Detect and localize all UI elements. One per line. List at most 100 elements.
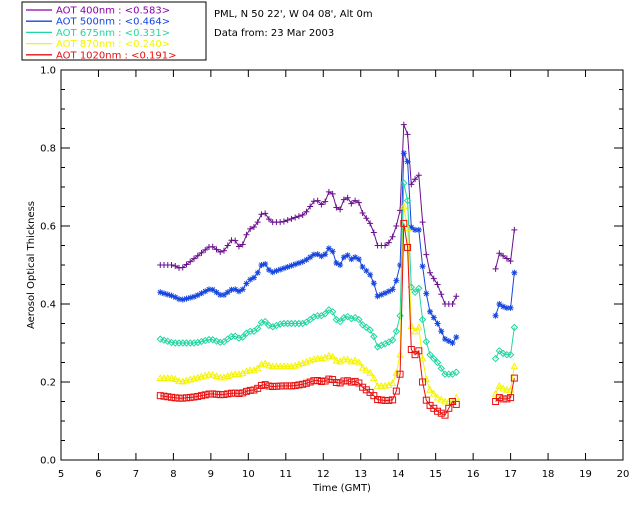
y-tick-label: 0.0 xyxy=(40,456,56,467)
data-point xyxy=(332,356,341,364)
data-point xyxy=(261,381,269,389)
data-point xyxy=(453,334,460,341)
data-point xyxy=(201,391,209,399)
data-point xyxy=(328,308,337,316)
data-point xyxy=(198,290,205,297)
data-point xyxy=(329,248,336,255)
data-point xyxy=(172,294,179,301)
data-point xyxy=(322,251,329,258)
data-point xyxy=(160,392,168,400)
data-point xyxy=(160,336,168,344)
data-point xyxy=(272,362,281,370)
data-point xyxy=(400,179,408,187)
data-point xyxy=(306,378,314,386)
data-point xyxy=(205,390,213,398)
data-point xyxy=(261,359,270,367)
data-point xyxy=(370,392,378,400)
data-point xyxy=(243,280,250,287)
data-point xyxy=(358,363,367,371)
data-point xyxy=(400,150,407,157)
data-point xyxy=(242,387,250,395)
data-point xyxy=(227,389,235,397)
data-point xyxy=(258,262,265,268)
data-point xyxy=(352,254,359,261)
data-point xyxy=(423,251,430,258)
data-point xyxy=(310,198,317,205)
data-point xyxy=(292,214,299,221)
data-point xyxy=(441,411,449,419)
data-point xyxy=(216,338,224,347)
data-point xyxy=(438,328,445,335)
data-point xyxy=(500,303,507,310)
data-point xyxy=(179,264,186,271)
data-point xyxy=(492,312,499,319)
data-point xyxy=(168,393,176,401)
series-line xyxy=(160,152,457,344)
data-point xyxy=(231,370,240,378)
data-point xyxy=(243,231,250,238)
data-point xyxy=(355,358,363,366)
data-point xyxy=(246,386,254,394)
data-point xyxy=(321,310,329,318)
data-point xyxy=(239,241,246,248)
data-point xyxy=(265,382,273,390)
data-point xyxy=(187,294,194,301)
data-point xyxy=(392,387,400,395)
data-point xyxy=(411,351,419,359)
data-point xyxy=(322,198,329,205)
data-point xyxy=(247,276,254,283)
data-point xyxy=(393,277,400,284)
data-point xyxy=(433,393,442,401)
data-point xyxy=(287,382,295,390)
data-point xyxy=(441,397,449,405)
data-point xyxy=(280,382,288,390)
data-point xyxy=(212,337,221,345)
data-point xyxy=(492,398,500,405)
data-point xyxy=(333,260,340,267)
data-point xyxy=(430,275,437,282)
data-point xyxy=(283,362,292,370)
data-point xyxy=(427,269,434,276)
data-point xyxy=(507,394,515,402)
data-point xyxy=(217,249,224,255)
data-point xyxy=(187,258,194,265)
series-line xyxy=(160,124,457,305)
data-point xyxy=(348,200,355,207)
data-point xyxy=(172,262,179,269)
data-point xyxy=(374,293,381,300)
data-point xyxy=(404,131,411,138)
data-point xyxy=(276,382,284,390)
data-point xyxy=(156,374,165,381)
data-point xyxy=(340,355,348,363)
data-point xyxy=(164,291,171,298)
data-point xyxy=(265,266,272,273)
data-point xyxy=(276,320,284,328)
data-point xyxy=(232,286,239,293)
data-point xyxy=(348,256,355,263)
data-point xyxy=(314,377,322,385)
data-point xyxy=(164,337,172,346)
x-tick-label: 13 xyxy=(354,469,367,480)
data-point xyxy=(265,216,272,223)
data-point xyxy=(254,219,261,226)
x-tick-label: 10 xyxy=(242,469,255,480)
data-point xyxy=(213,289,220,296)
data-point xyxy=(347,314,356,323)
data-point xyxy=(171,394,179,402)
data-point xyxy=(412,226,419,233)
data-point xyxy=(231,332,239,340)
data-point xyxy=(351,377,359,385)
data-point xyxy=(269,269,276,276)
data-point xyxy=(194,252,201,259)
data-point xyxy=(284,382,292,390)
data-point xyxy=(373,381,382,389)
data-point xyxy=(292,261,299,268)
data-point xyxy=(299,211,306,218)
data-point xyxy=(411,288,419,297)
data-point xyxy=(510,374,518,382)
data-point xyxy=(268,362,277,370)
data-point xyxy=(415,172,422,179)
data-point xyxy=(385,396,393,404)
data-point xyxy=(340,313,348,322)
legend-entry: AOT 870nm : <0.240> xyxy=(56,39,170,50)
